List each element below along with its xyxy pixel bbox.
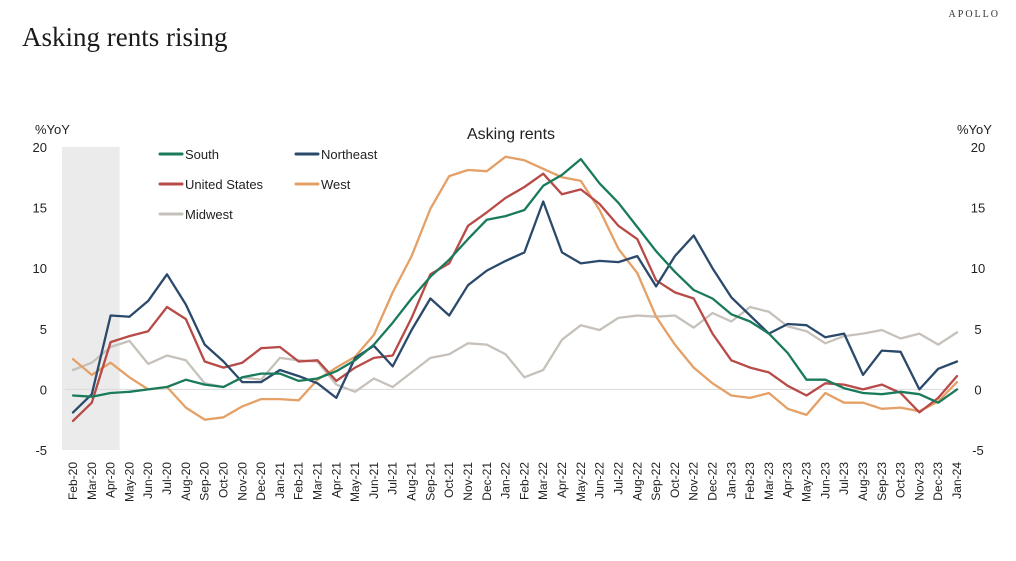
x-tick-label: Sep-23 — [875, 462, 889, 501]
x-tick-label: Oct-20 — [216, 462, 230, 498]
y-tick-label-right: -5 — [972, 443, 984, 458]
x-tick-label: Aug-23 — [856, 462, 870, 501]
x-tick-label: Apr-20 — [104, 462, 118, 498]
x-tick-label: Dec-20 — [254, 462, 268, 501]
x-tick-label: Feb-20 — [66, 462, 80, 500]
x-tick-label: Apr-21 — [329, 462, 343, 498]
x-tick-label: Jun-23 — [818, 462, 832, 499]
y-tick-label-right: 20 — [971, 140, 985, 155]
x-tick-label: Mar-23 — [762, 462, 776, 500]
x-tick-label: Sep-20 — [198, 462, 212, 501]
x-tick-label: Nov-22 — [687, 462, 701, 501]
x-tick-label: Jun-21 — [367, 462, 381, 499]
x-tick-label: Sep-21 — [423, 462, 437, 501]
x-tick-label: Mar-21 — [311, 462, 325, 500]
y-tick-label-left: 10 — [33, 261, 47, 276]
y-tick-label-right: 5 — [974, 322, 981, 337]
x-tick-label: Jun-20 — [141, 462, 155, 499]
x-tick-label: May-21 — [348, 462, 362, 502]
y-tick-label-left: 20 — [33, 140, 47, 155]
x-tick-label: Oct-22 — [668, 462, 682, 498]
x-tick-label: Dec-21 — [480, 462, 494, 501]
series-line-northeast — [71, 200, 959, 414]
x-tick-label: May-23 — [800, 462, 814, 502]
y-tick-label-right: 0 — [974, 382, 981, 397]
x-tick-label: Jan-24 — [950, 462, 964, 499]
y-axis-label-left: %YoY — [35, 122, 70, 137]
y-tick-label-right: 10 — [971, 261, 985, 276]
x-tick-label: Apr-23 — [781, 462, 795, 498]
chart-title: Asking rents — [467, 126, 555, 143]
series-line-south — [71, 157, 959, 404]
y-tick-label-left: -5 — [35, 443, 47, 458]
y-tick-label-right: 15 — [971, 201, 985, 216]
x-tick-label: Dec-23 — [931, 462, 945, 501]
y-tick-label-left: 15 — [33, 201, 47, 216]
x-tick-label: Dec-22 — [705, 462, 719, 501]
x-tick-label: Mar-20 — [85, 462, 99, 500]
series-line-united-states — [71, 172, 959, 423]
legend-label-south: South — [185, 147, 219, 162]
x-tick-label: May-22 — [574, 462, 588, 502]
x-tick-label: Jul-22 — [611, 462, 625, 495]
x-tick-label: May-20 — [122, 462, 136, 502]
x-tick-label: Jun-22 — [593, 462, 607, 499]
x-tick-label: Nov-20 — [235, 462, 249, 501]
x-tick-label: Apr-22 — [555, 462, 569, 498]
brand-logo: APOLLO — [948, 9, 1000, 20]
y-axis-label-right: %YoY — [957, 122, 992, 137]
x-tick-label: Jul-20 — [160, 462, 174, 495]
y-tick-label-left: 0 — [40, 382, 47, 397]
x-tick-label: Feb-23 — [743, 462, 757, 500]
x-tick-label: Oct-23 — [894, 462, 908, 498]
x-tick-label: Jan-22 — [499, 462, 513, 499]
legend-label-northeast: Northeast — [321, 147, 378, 162]
legend-label-midwest: Midwest — [185, 207, 233, 222]
x-tick-label: Feb-21 — [292, 462, 306, 500]
x-tick-label: Nov-23 — [912, 462, 926, 501]
x-tick-label: Mar-22 — [536, 462, 550, 500]
x-tick-label: Jul-23 — [837, 462, 851, 495]
x-tick-label: Aug-22 — [630, 462, 644, 501]
x-tick-label: Feb-22 — [517, 462, 531, 500]
x-tick-label: Oct-21 — [442, 462, 456, 498]
legend-label-united-states: United States — [185, 177, 264, 192]
x-tick-label: Aug-21 — [405, 462, 419, 501]
x-tick-label: Jan-21 — [273, 462, 287, 499]
legend-label-west: West — [321, 177, 351, 192]
series-line-west — [71, 155, 959, 421]
x-tick-label: Sep-22 — [649, 462, 663, 501]
x-tick-label: Nov-21 — [461, 462, 475, 501]
x-tick-label: Aug-20 — [179, 462, 193, 501]
x-tick-label: Jul-21 — [386, 462, 400, 495]
x-tick-label: Jan-23 — [724, 462, 738, 499]
y-tick-label-left: 5 — [40, 322, 47, 337]
shaded-period — [62, 147, 120, 450]
page-title: Asking rents rising — [22, 22, 228, 52]
